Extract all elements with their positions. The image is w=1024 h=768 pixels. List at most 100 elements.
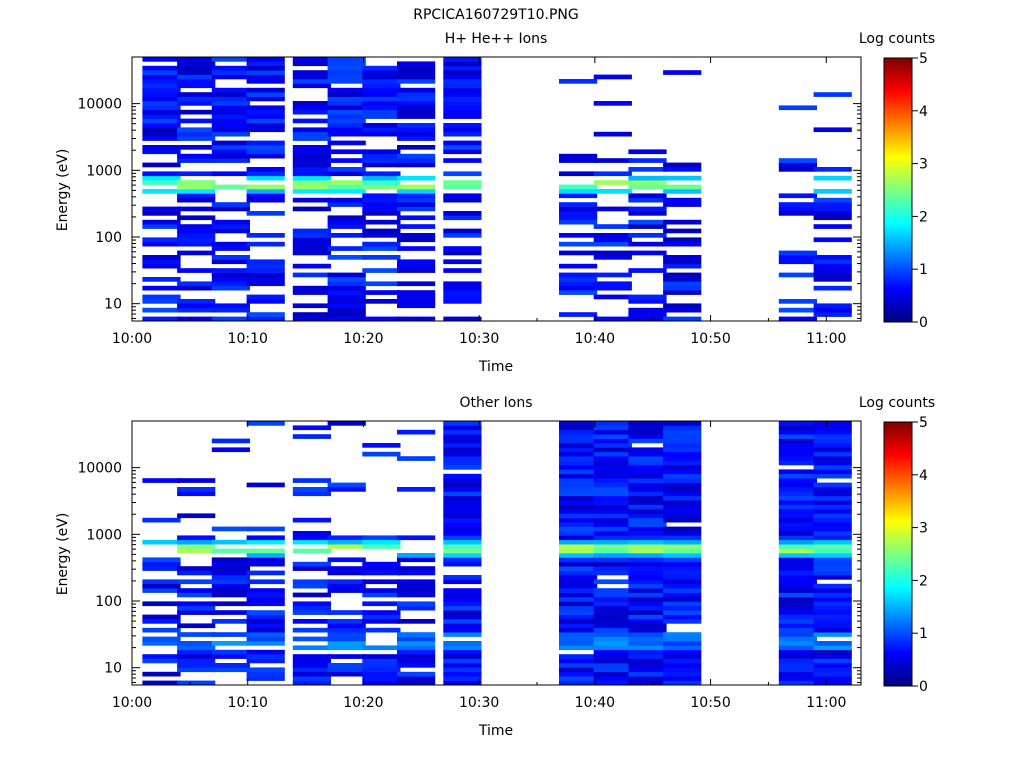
heatmap-cell (593, 101, 632, 106)
heatmap-cell (397, 237, 436, 243)
heatmap-cell (246, 614, 285, 620)
heatmap-cell (593, 627, 632, 633)
panel1-x-axis-label: Time (478, 359, 513, 375)
heatmap-cell (246, 649, 285, 655)
x-tick-label: 10:50 (690, 331, 730, 347)
heatmap-cell (443, 180, 482, 185)
heatmap-cell (813, 443, 852, 448)
heatmap-cell (593, 522, 632, 527)
heatmap-cell (327, 189, 366, 194)
heatmap-cell (362, 663, 401, 668)
heatmap-cell (211, 149, 250, 155)
heatmap-cell (778, 658, 817, 664)
heatmap-cell (778, 654, 817, 659)
heatmap-cell (142, 619, 181, 624)
heatmap-cell (663, 658, 702, 664)
heatmap-cell (443, 680, 482, 686)
heatmap-cell (443, 605, 482, 611)
heatmap-cell (211, 526, 250, 532)
heatmap-cell (559, 447, 598, 453)
heatmap-cell (559, 588, 598, 593)
heatmap-cell (559, 429, 598, 435)
x-tick-label: 10:10 (228, 331, 268, 347)
heatmap-cell (177, 92, 216, 97)
heatmap-cell (778, 509, 817, 514)
heatmap-cell (628, 456, 667, 461)
heatmap-cell (142, 601, 181, 607)
heatmap-cell (397, 158, 436, 163)
heatmap-cell (778, 473, 817, 479)
heatmap-cell (628, 535, 667, 541)
heatmap-cell (663, 636, 702, 642)
heatmap-cell (211, 663, 250, 668)
heatmap-cell (397, 162, 436, 168)
heatmap-cell (559, 487, 598, 492)
heatmap-cell (211, 255, 250, 260)
heatmap-cell (177, 663, 216, 668)
heatmap-cell (246, 654, 285, 659)
heatmap-cell (142, 237, 181, 243)
heatmap-cell (292, 167, 331, 172)
heatmap-cell (778, 316, 817, 322)
heatmap-cell (362, 451, 401, 457)
panel1-y-ticks: 10 100 1000 10000 (77, 97, 861, 319)
heatmap-cell (813, 570, 852, 576)
heatmap-cell (142, 566, 181, 571)
heatmap-cell (443, 149, 482, 155)
heatmap-cell (327, 79, 366, 84)
heatmap-cell (559, 680, 598, 686)
heatmap-cell (628, 434, 667, 439)
heatmap-cell (593, 491, 632, 497)
heatmap-cell (177, 109, 216, 115)
heatmap-cell (397, 592, 436, 598)
heatmap-cell (211, 206, 250, 212)
heatmap-cell (593, 570, 632, 576)
heatmap-cell (142, 219, 181, 225)
heatmap-cell (362, 96, 401, 102)
heatmap-cell (443, 447, 482, 453)
heatmap-cell (443, 101, 482, 106)
heatmap-cell (559, 526, 598, 532)
heatmap-cell (778, 539, 817, 545)
heatmap-cell (443, 123, 482, 128)
heatmap-cell (397, 105, 436, 111)
heatmap-cell (246, 676, 285, 681)
heatmap-cell (327, 645, 366, 651)
heatmap-cell (292, 171, 331, 177)
heatmap-cell (813, 500, 852, 505)
heatmap-cell (142, 171, 181, 177)
heatmap-cell (443, 211, 482, 216)
heatmap-cell (593, 561, 632, 567)
heatmap-cell (327, 627, 366, 633)
heatmap-cell (142, 561, 181, 567)
heatmap-cell (292, 263, 331, 269)
heatmap-cell (327, 171, 366, 177)
heatmap-cell (292, 592, 331, 598)
heatmap-cell (362, 175, 401, 181)
heatmap-cell (778, 162, 817, 168)
heatmap-cell (443, 228, 482, 234)
heatmap-cell (443, 451, 482, 457)
heatmap-cell (628, 193, 667, 199)
heatmap-cell (593, 588, 632, 593)
panel2-colorbar-label: Log counts (859, 395, 935, 411)
heatmap-cell (628, 167, 667, 172)
heatmap-cell (211, 583, 250, 589)
heatmap-cell (593, 566, 632, 571)
heatmap-cell (246, 167, 285, 172)
heatmap-cell (397, 193, 436, 199)
heatmap-cell (443, 294, 482, 300)
heatmap-cell (628, 149, 667, 155)
heatmap-cell (362, 79, 401, 84)
panel1-y-axis-label: Energy (eV) (55, 149, 71, 232)
heatmap-cell (327, 544, 366, 549)
y-tick-label: 10000 (77, 461, 122, 477)
heatmap-cell (246, 145, 285, 150)
heatmap-cell (246, 74, 285, 80)
heatmap-cell (246, 482, 285, 488)
heatmap-cell (292, 667, 331, 673)
heatmap-cell (246, 259, 285, 265)
heatmap-cell (559, 605, 598, 611)
heatmap-cell (813, 605, 852, 611)
heatmap-cell (663, 570, 702, 576)
